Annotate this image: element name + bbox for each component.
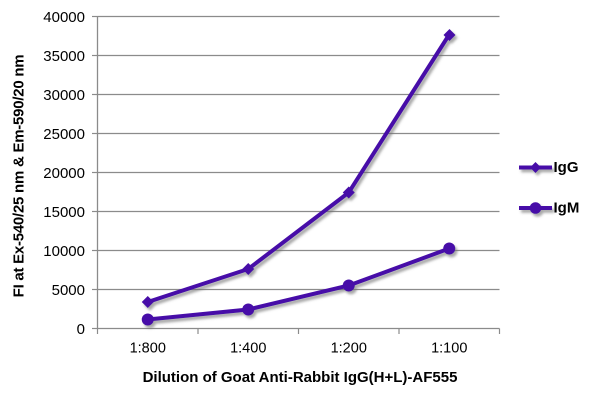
svg-text:35000: 35000	[43, 48, 85, 65]
svg-text:1:800: 1:800	[130, 341, 166, 357]
svg-text:40000: 40000	[43, 9, 85, 26]
svg-text:5000: 5000	[52, 282, 85, 299]
svg-text:Dilution of Goat Anti-Rabbit I: Dilution of Goat Anti-Rabbit IgG(H+L)-AF…	[143, 369, 458, 386]
svg-text:0: 0	[77, 321, 85, 338]
svg-text:IgG: IgG	[554, 159, 579, 176]
svg-text:1:400: 1:400	[230, 341, 266, 357]
svg-text:IgM: IgM	[554, 200, 580, 217]
svg-text:10000: 10000	[43, 243, 85, 260]
svg-text:30000: 30000	[43, 87, 85, 104]
svg-text:20000: 20000	[43, 165, 85, 182]
svg-text:1:100: 1:100	[431, 341, 467, 357]
svg-text:25000: 25000	[43, 126, 85, 143]
svg-text:15000: 15000	[43, 204, 85, 221]
svg-text:FI at Ex-540/25 nm & Em-590/20: FI at Ex-540/25 nm & Em-590/20 nm	[11, 55, 28, 298]
svg-text:1:200: 1:200	[331, 341, 367, 357]
